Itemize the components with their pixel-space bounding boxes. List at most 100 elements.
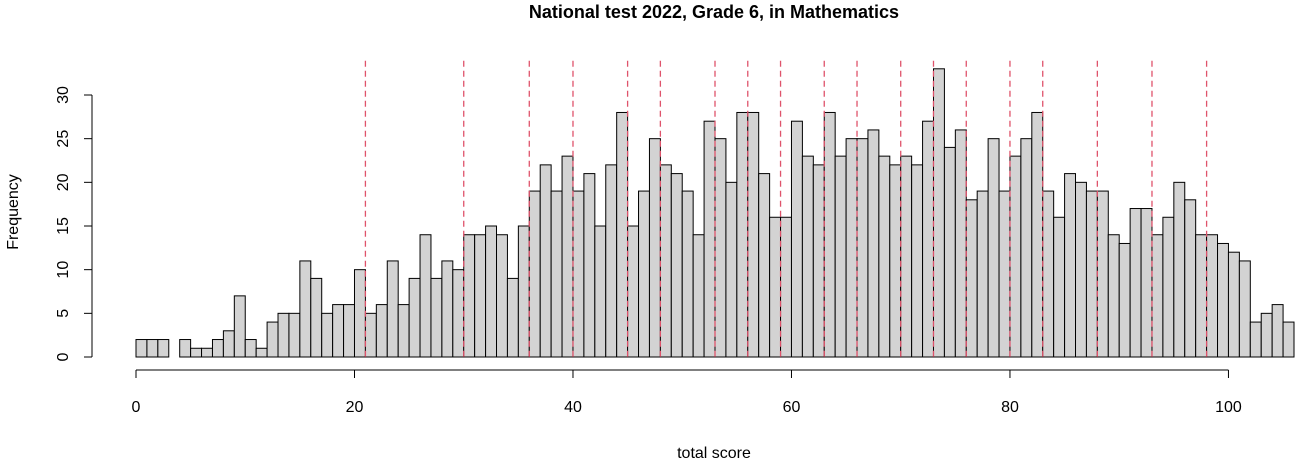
chart-title: National test 2022, Grade 6, in Mathemat… xyxy=(529,2,899,22)
x-tick-label: 20 xyxy=(346,399,364,416)
bar xyxy=(900,155,913,358)
bar xyxy=(1020,138,1033,358)
x-tick-label: 60 xyxy=(783,399,801,416)
bar xyxy=(146,339,159,358)
bar xyxy=(1107,234,1120,358)
bar xyxy=(1151,234,1164,358)
bar xyxy=(627,225,640,358)
bar xyxy=(932,68,945,358)
bar xyxy=(233,295,246,358)
bar xyxy=(1260,312,1273,358)
bar xyxy=(889,164,902,358)
bar xyxy=(364,312,377,358)
bar xyxy=(255,347,268,358)
bar xyxy=(201,347,213,358)
bar xyxy=(277,312,290,358)
bar xyxy=(1085,190,1098,358)
y-tick-label: 25 xyxy=(55,130,72,148)
bar xyxy=(1031,111,1044,358)
bar xyxy=(1184,199,1197,358)
y-axis-label: Frequency xyxy=(5,174,22,250)
bar xyxy=(1053,216,1066,358)
bar xyxy=(583,173,596,358)
y-tick-label: 5 xyxy=(55,309,72,318)
x-tick-label: 80 xyxy=(1001,399,1019,416)
y-tick-label: 15 xyxy=(55,217,72,235)
bar xyxy=(801,155,814,358)
x-axis-label: total score xyxy=(677,445,751,460)
bar xyxy=(648,138,661,358)
bar xyxy=(714,138,727,358)
bar xyxy=(386,260,399,358)
bar xyxy=(812,164,825,358)
bar xyxy=(419,234,432,358)
bar xyxy=(769,216,782,358)
bar xyxy=(288,312,301,358)
bar xyxy=(780,216,792,358)
bar xyxy=(659,164,672,358)
y-tick-label: 0 xyxy=(55,352,72,361)
bar xyxy=(528,190,541,358)
bar xyxy=(922,120,934,358)
bar xyxy=(878,155,891,358)
bar xyxy=(561,155,574,358)
bar xyxy=(452,269,465,358)
x-tick-label: 100 xyxy=(1215,399,1242,416)
bar xyxy=(375,304,388,358)
bar xyxy=(353,269,366,358)
bar xyxy=(725,181,738,358)
bar xyxy=(911,164,924,358)
bar xyxy=(179,339,192,358)
bar xyxy=(190,347,203,358)
bar xyxy=(1064,173,1077,358)
bar xyxy=(703,120,716,358)
bar xyxy=(834,155,847,358)
bar xyxy=(1140,208,1153,358)
bar xyxy=(397,304,410,358)
bar xyxy=(474,234,487,358)
bar xyxy=(943,146,956,358)
bar xyxy=(867,129,880,358)
bar xyxy=(517,225,530,358)
bar xyxy=(638,190,650,358)
bar xyxy=(1195,234,1208,358)
bar xyxy=(299,260,312,358)
bar xyxy=(222,330,235,358)
bar xyxy=(496,234,508,358)
x-tick-label: 40 xyxy=(564,399,582,416)
bar xyxy=(321,312,334,358)
bar xyxy=(506,277,519,358)
bar xyxy=(1118,242,1131,358)
bar xyxy=(463,234,476,358)
bar xyxy=(266,321,279,358)
bar xyxy=(1206,234,1219,358)
bar xyxy=(135,339,148,358)
bar xyxy=(244,339,257,358)
bar xyxy=(987,138,1000,358)
bar xyxy=(441,260,454,358)
bar xyxy=(605,164,618,358)
bar xyxy=(1238,260,1251,358)
bar xyxy=(343,304,355,358)
bar xyxy=(1227,251,1240,358)
bar xyxy=(430,277,443,358)
bar xyxy=(681,190,694,358)
bar xyxy=(332,304,345,358)
y-tick-label: 30 xyxy=(55,86,72,104)
bar xyxy=(211,339,224,358)
bar xyxy=(790,120,803,358)
bar xyxy=(823,111,836,358)
bar xyxy=(157,339,170,358)
bar xyxy=(856,138,869,358)
bar xyxy=(1042,190,1055,358)
bar xyxy=(1129,208,1142,358)
bar xyxy=(310,277,323,358)
bar xyxy=(616,111,629,358)
bar xyxy=(670,173,683,358)
y-tick-label: 10 xyxy=(55,261,72,279)
bar xyxy=(747,111,760,358)
bar xyxy=(1217,242,1229,358)
bar xyxy=(1249,321,1262,358)
bar xyxy=(1009,155,1022,358)
